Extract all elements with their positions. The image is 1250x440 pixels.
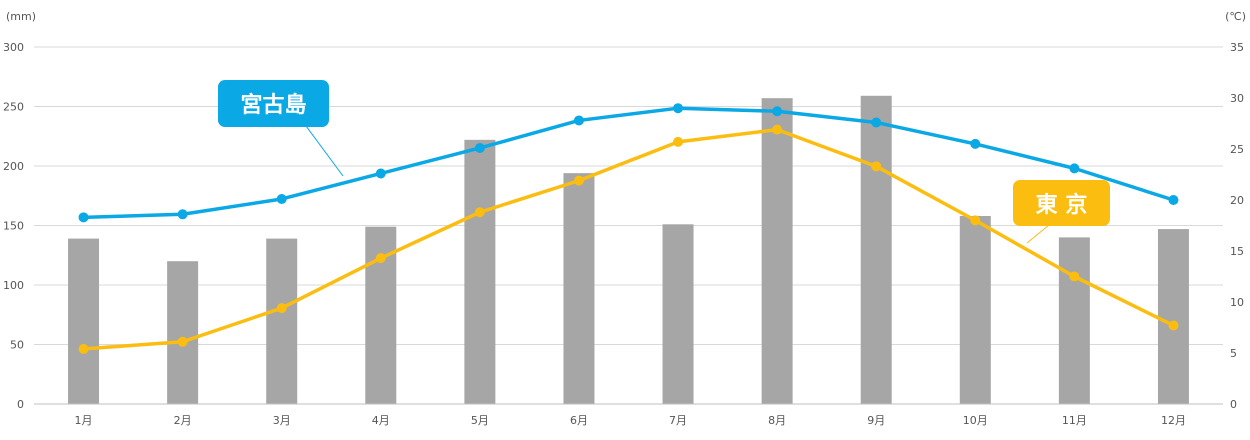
callout-miyakojima-leader xyxy=(305,125,344,177)
precipitation-bar xyxy=(68,238,100,404)
precipitation-bar xyxy=(959,215,991,404)
series-point-0 xyxy=(1168,195,1179,205)
callout-tokyo-leader xyxy=(1026,224,1050,244)
y-right-tick-label: 0 xyxy=(1230,398,1237,411)
series-point-0 xyxy=(1069,163,1080,174)
x-tick-label: 1月 xyxy=(75,414,93,427)
precipitation-bar xyxy=(563,173,595,404)
callout-tokyo-box xyxy=(1013,180,1110,226)
callout-miyakojima: 宮古島 xyxy=(218,80,344,177)
precipitation-bar xyxy=(464,139,496,404)
x-tick-label: 5月 xyxy=(471,414,489,427)
series-point-1 xyxy=(375,253,386,264)
y-right-tick-label: 10 xyxy=(1230,296,1244,309)
precipitation-bar xyxy=(662,224,694,404)
y-left-tick-label: 250 xyxy=(3,101,24,114)
series-point-1 xyxy=(871,161,882,172)
y-left-tick-label: 50 xyxy=(10,339,24,352)
series-point-1 xyxy=(970,215,981,226)
series-line-0 xyxy=(81,106,1176,220)
precipitation-bar xyxy=(266,238,298,404)
series-point-1 xyxy=(673,136,684,147)
precipitation-bar xyxy=(860,95,892,404)
axes: 0 50 100 150 200 250 300 0 5 10 15 20 25 30 35 1月 2月 3月 4月… xyxy=(3,41,1244,427)
left-axis-unit: (mm) xyxy=(6,10,36,23)
x-tick-label: 4月 xyxy=(372,414,390,427)
x-tick-label: 11月 xyxy=(1062,414,1087,427)
x-tick-label: 8月 xyxy=(768,414,786,427)
callout-miyakojima-label: 宮古島 xyxy=(240,92,306,118)
right-axis-unit: (℃) xyxy=(1225,10,1246,23)
series-point-1 xyxy=(474,207,485,218)
y-left-tick-label: 150 xyxy=(3,220,24,233)
precipitation-bars xyxy=(68,95,1189,405)
series-point-0 xyxy=(78,212,89,223)
y-left-tick-label: 200 xyxy=(3,160,24,173)
series-point-1 xyxy=(1069,271,1080,282)
y-right-tick-label: 25 xyxy=(1230,143,1244,156)
series-point-1 xyxy=(772,124,783,135)
series-point-0 xyxy=(970,138,981,149)
precipitation-bar xyxy=(1058,237,1090,404)
x-tick-label: 7月 xyxy=(669,414,687,427)
series-point-0 xyxy=(673,103,684,114)
y-right-tick-label: 5 xyxy=(1230,347,1237,360)
series-point-0 xyxy=(573,115,584,126)
y-right-tick-label: 20 xyxy=(1230,194,1244,207)
x-tick-label: 3月 xyxy=(273,414,291,427)
y-right-tick-label: 30 xyxy=(1230,92,1244,105)
series-line-1 xyxy=(81,127,1176,351)
series-point-0 xyxy=(375,168,386,179)
y-left-tick-label: 100 xyxy=(3,279,24,292)
x-tick-label: 10月 xyxy=(963,414,988,427)
x-tick-label: 12月 xyxy=(1161,414,1186,427)
x-tick-label: 2月 xyxy=(174,414,192,427)
precipitation-bar xyxy=(1157,229,1189,404)
callout-miyakojima-box xyxy=(218,80,329,127)
series-point-0 xyxy=(871,117,882,128)
precipitation-bar xyxy=(761,98,793,405)
series-point-0 xyxy=(474,142,485,153)
series-point-1 xyxy=(177,336,188,347)
y-right-tick-label: 15 xyxy=(1230,245,1244,258)
series-point-1 xyxy=(276,303,287,314)
callout-tokyo-label: 東 京 xyxy=(1036,192,1088,218)
y-left-tick-label: 300 xyxy=(3,41,24,54)
series-point-1 xyxy=(1168,320,1179,331)
series-point-0 xyxy=(276,193,287,204)
series-point-0 xyxy=(772,106,783,117)
series-point-1 xyxy=(573,175,584,186)
x-tick-label: 9月 xyxy=(867,414,885,427)
x-tick-label: 6月 xyxy=(570,414,588,427)
temperature-lines xyxy=(78,103,1179,354)
series-point-0 xyxy=(177,209,188,220)
precipitation-bar xyxy=(167,261,199,404)
series-point-1 xyxy=(78,343,89,354)
callout-tokyo: 東 京 xyxy=(1013,180,1110,244)
y-left-tick-label: 0 xyxy=(17,398,24,411)
y-right-tick-label: 35 xyxy=(1230,41,1244,54)
